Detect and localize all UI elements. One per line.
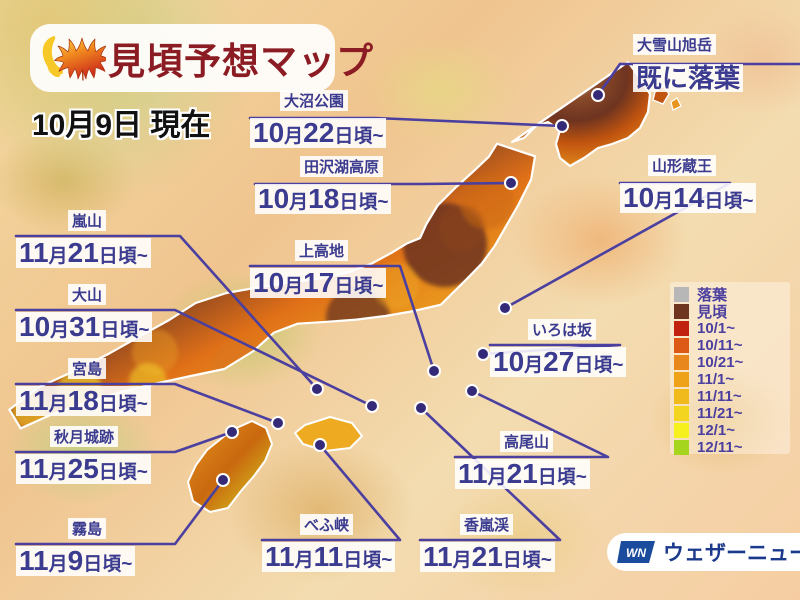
svg-text:WN: WN (626, 546, 646, 560)
